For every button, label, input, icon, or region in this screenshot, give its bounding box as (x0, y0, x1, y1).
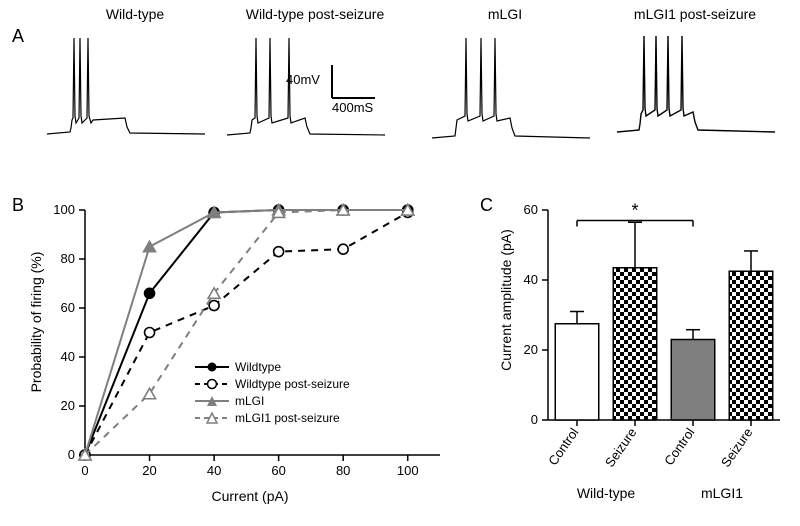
svg-text:20: 20 (142, 463, 156, 478)
panel-c-label: C (480, 195, 493, 216)
panel-c-ylabel: Current amplitude (pA) (498, 200, 514, 400)
svg-text:Wild-type: Wild-type (577, 485, 636, 501)
legend-label-wildtype-post: Wildtype post-seizure (235, 377, 350, 391)
svg-text:0: 0 (531, 412, 538, 427)
legend-label-wildtype: Wildtype (235, 360, 281, 374)
trace-mlgi (430, 28, 600, 148)
svg-text:60: 60 (61, 300, 75, 315)
svg-text:100: 100 (397, 463, 419, 478)
scale-bar: 40mV 400mS (290, 60, 380, 118)
svg-text:Seizure: Seizure (602, 425, 640, 470)
svg-text:40: 40 (207, 463, 221, 478)
svg-text:0: 0 (81, 463, 88, 478)
legend-swatch-wildtype-post (195, 377, 229, 391)
svg-text:40: 40 (61, 349, 75, 364)
panel-a-label: A (12, 26, 24, 47)
svg-text:Seizure: Seizure (718, 425, 756, 470)
svg-text:80: 80 (61, 251, 75, 266)
svg-text:Control: Control (545, 425, 581, 468)
svg-text:20: 20 (61, 398, 75, 413)
panel-a-col-title-1: Wild-type post-seizure (225, 6, 405, 22)
legend-row-wildtype-post: Wildtype post-seizure (195, 377, 350, 391)
trace-mlgi1-post (615, 28, 785, 148)
svg-text:60: 60 (524, 202, 538, 217)
panel-b-xlabel: Current (pA) (170, 488, 330, 504)
panel-c-chart: 0 20 40 60 Control Seizure Control Seizure Wild-… (500, 200, 790, 510)
scalebar-v-label: 40mV (286, 72, 320, 87)
svg-text:*: * (631, 201, 638, 221)
legend-swatch-mlgi-post (195, 411, 229, 425)
panel-b-label: B (12, 195, 24, 216)
legend-swatch-mlgi (195, 394, 229, 408)
svg-text:60: 60 (271, 463, 285, 478)
trace-wildtype (45, 28, 215, 148)
scalebar-h-label: 400mS (332, 100, 373, 115)
panel-a-col-title-3: mLGI1 post-seizure (605, 6, 785, 22)
panel-b-legend: Wildtype Wildtype post-seizure mLGI mLGI… (195, 360, 350, 428)
legend-row-mlgi-post: mLGI1 post-seizure (195, 411, 350, 425)
svg-text:100: 100 (53, 202, 75, 217)
svg-text:40: 40 (524, 272, 538, 287)
legend-row-wildtype: Wildtype (195, 360, 350, 374)
legend-label-mlgi: mLGI (235, 394, 264, 408)
panel-a-col-title-0: Wild-type (75, 6, 195, 22)
legend-row-mlgi: mLGI (195, 394, 350, 408)
svg-text:0: 0 (68, 447, 75, 462)
panel-b-ylabel: Probability of firing (%) (28, 212, 44, 432)
panel-a-col-title-2: mLGI (455, 6, 555, 22)
figure-root: A Wild-type Wild-type post-seizure mLGI … (0, 0, 800, 526)
panel-b-chart: 0 20 40 60 80 100 0 20 40 60 80 100 Probability of … (30, 200, 450, 510)
svg-text:80: 80 (336, 463, 350, 478)
legend-label-mlgi-post: mLGI1 post-seizure (235, 411, 340, 425)
legend-swatch-wildtype (195, 360, 229, 374)
svg-text:mLGI1: mLGI1 (701, 485, 743, 501)
svg-text:20: 20 (524, 342, 538, 357)
svg-text:Control: Control (661, 425, 697, 468)
